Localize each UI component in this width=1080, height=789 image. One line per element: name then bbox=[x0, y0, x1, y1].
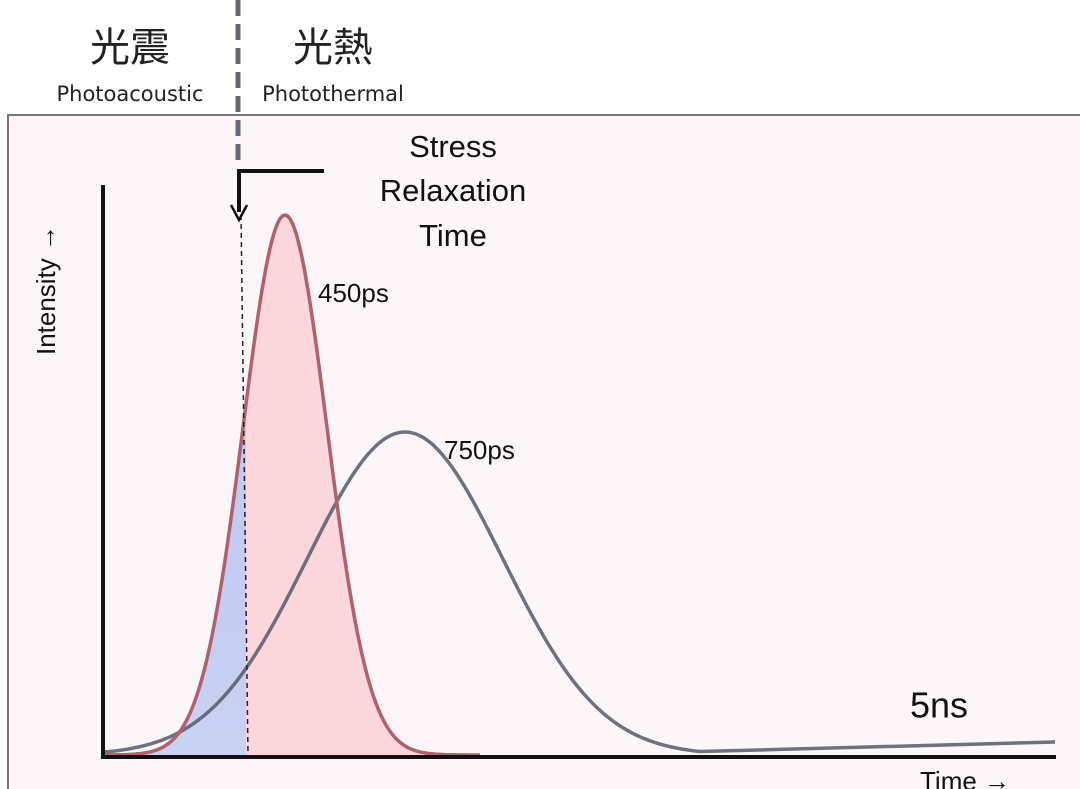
stress-label: Relaxation bbox=[380, 173, 526, 208]
divider-thin bbox=[240, 214, 249, 756]
right-subtitle: Photothermal bbox=[262, 82, 404, 106]
stress-label: Stress bbox=[409, 129, 497, 164]
stress-label: Time bbox=[419, 218, 487, 253]
bracket bbox=[237, 169, 324, 212]
curve-750ps bbox=[103, 430, 1056, 754]
y-axis-label: Intensity → bbox=[31, 225, 61, 355]
curve-label: 450ps bbox=[318, 278, 389, 308]
photoacoustic-area bbox=[104, 404, 246, 755]
photothermal-area bbox=[246, 215, 480, 755]
curve-label: 750ps bbox=[444, 435, 515, 465]
panel bbox=[7, 114, 1080, 789]
x-axis-label: Time → bbox=[920, 766, 1010, 789]
left-subtitle: Photoacoustic bbox=[56, 82, 203, 106]
right-title: 光熱 bbox=[293, 25, 373, 71]
curve-450ps bbox=[104, 213, 480, 757]
left-title: 光震 bbox=[90, 25, 170, 71]
end-label: 5ns bbox=[910, 685, 968, 726]
bracket-arrow bbox=[229, 204, 249, 223]
